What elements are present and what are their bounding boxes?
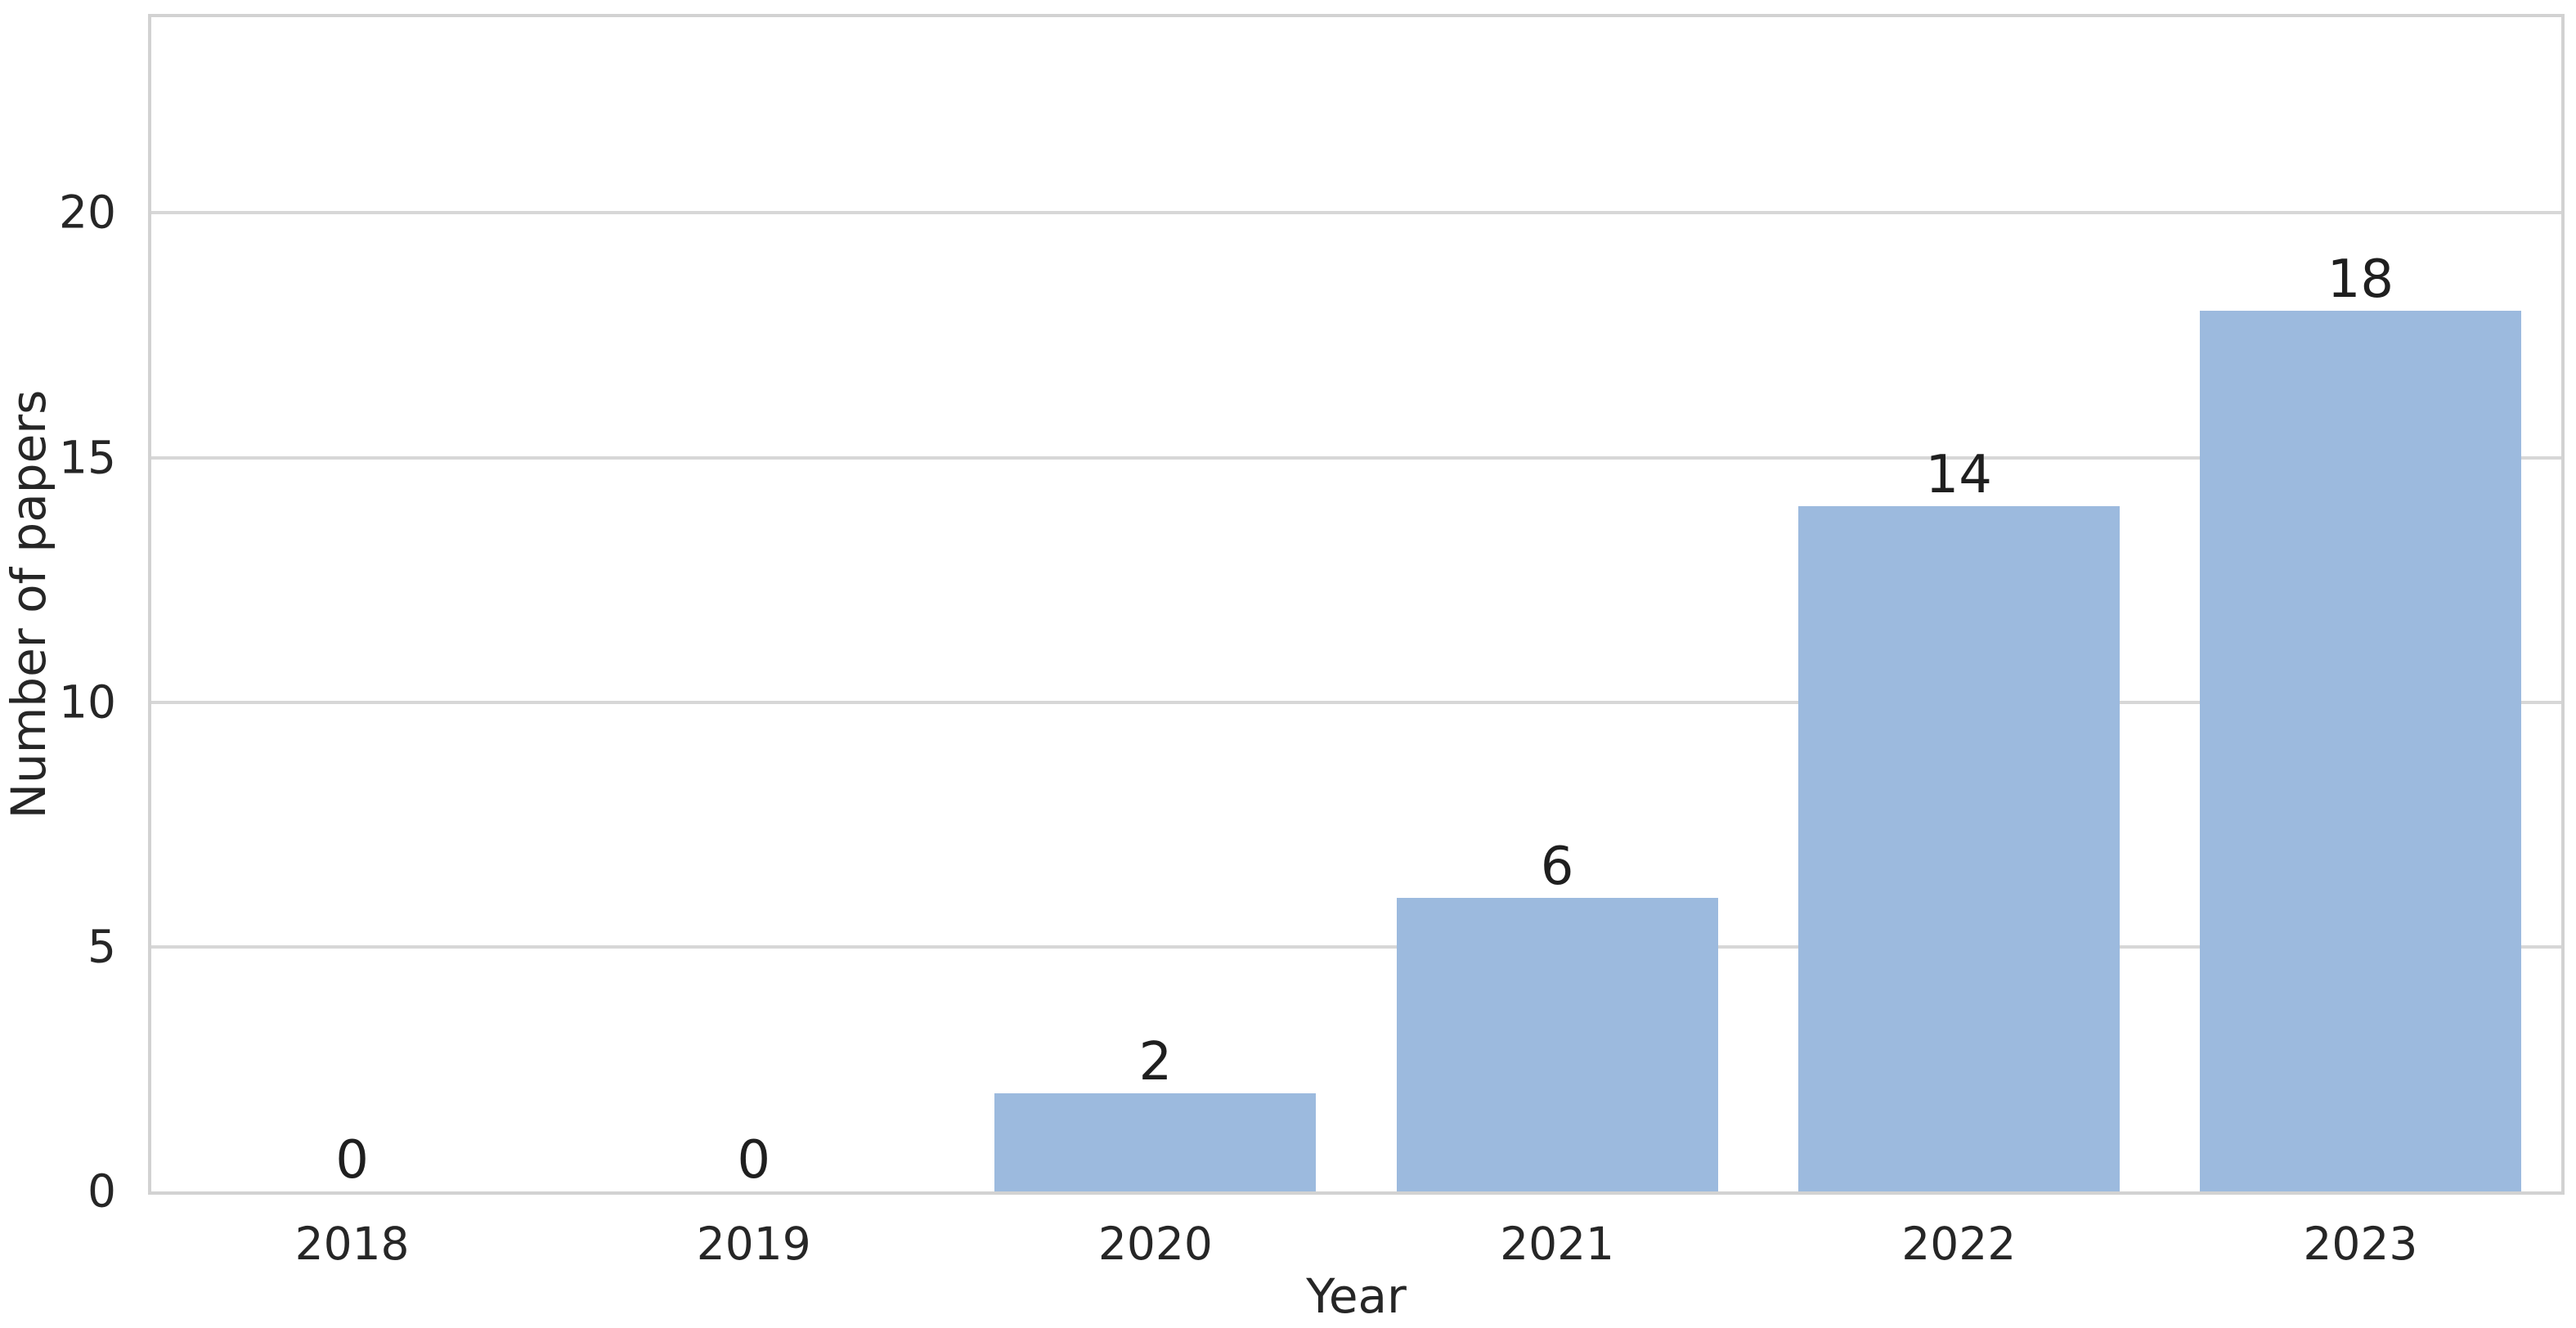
bar-value-label-2019: 0 — [737, 1130, 771, 1191]
x-tick-label-2019: 2019 — [696, 1218, 811, 1270]
x-tick-label-2023: 2023 — [2303, 1218, 2418, 1270]
x-tick-label-2018: 2018 — [294, 1218, 410, 1270]
y-axis-title: Number of papers — [1, 389, 57, 819]
bar-value-label-2022: 14 — [1925, 445, 1992, 506]
y-tick-label: 10 — [59, 675, 116, 729]
bar-value-label-2021: 6 — [1540, 837, 1574, 897]
bar-2020 — [994, 1093, 1317, 1191]
bar-value-label-2018: 0 — [335, 1130, 369, 1191]
bar-value-label-2023: 18 — [2327, 249, 2394, 310]
gridline-y-5 — [151, 944, 2561, 949]
x-tick-label-2022: 2022 — [1901, 1218, 2017, 1270]
x-tick-label-2021: 2021 — [1500, 1218, 1615, 1270]
bar-2021 — [1396, 898, 1718, 1191]
gridline-y-20 — [151, 211, 2561, 215]
bar-2023 — [2199, 311, 2521, 1191]
y-tick-label: 20 — [59, 186, 116, 239]
x-tick-label-2020: 2020 — [1097, 1218, 1213, 1270]
x-axis-title: Year — [1306, 1268, 1407, 1324]
y-tick-label: 0 — [88, 1164, 116, 1218]
y-tick-label: 15 — [59, 431, 116, 483]
y-tick-label: 5 — [88, 920, 116, 973]
bar-2022 — [1797, 506, 2120, 1191]
gridline-y-10 — [151, 700, 2561, 704]
plot-area: 0 0 2 6 14 18 — [148, 14, 2565, 1195]
gridline-y-15 — [151, 455, 2561, 460]
bar-value-label-2020: 2 — [1138, 1032, 1173, 1093]
